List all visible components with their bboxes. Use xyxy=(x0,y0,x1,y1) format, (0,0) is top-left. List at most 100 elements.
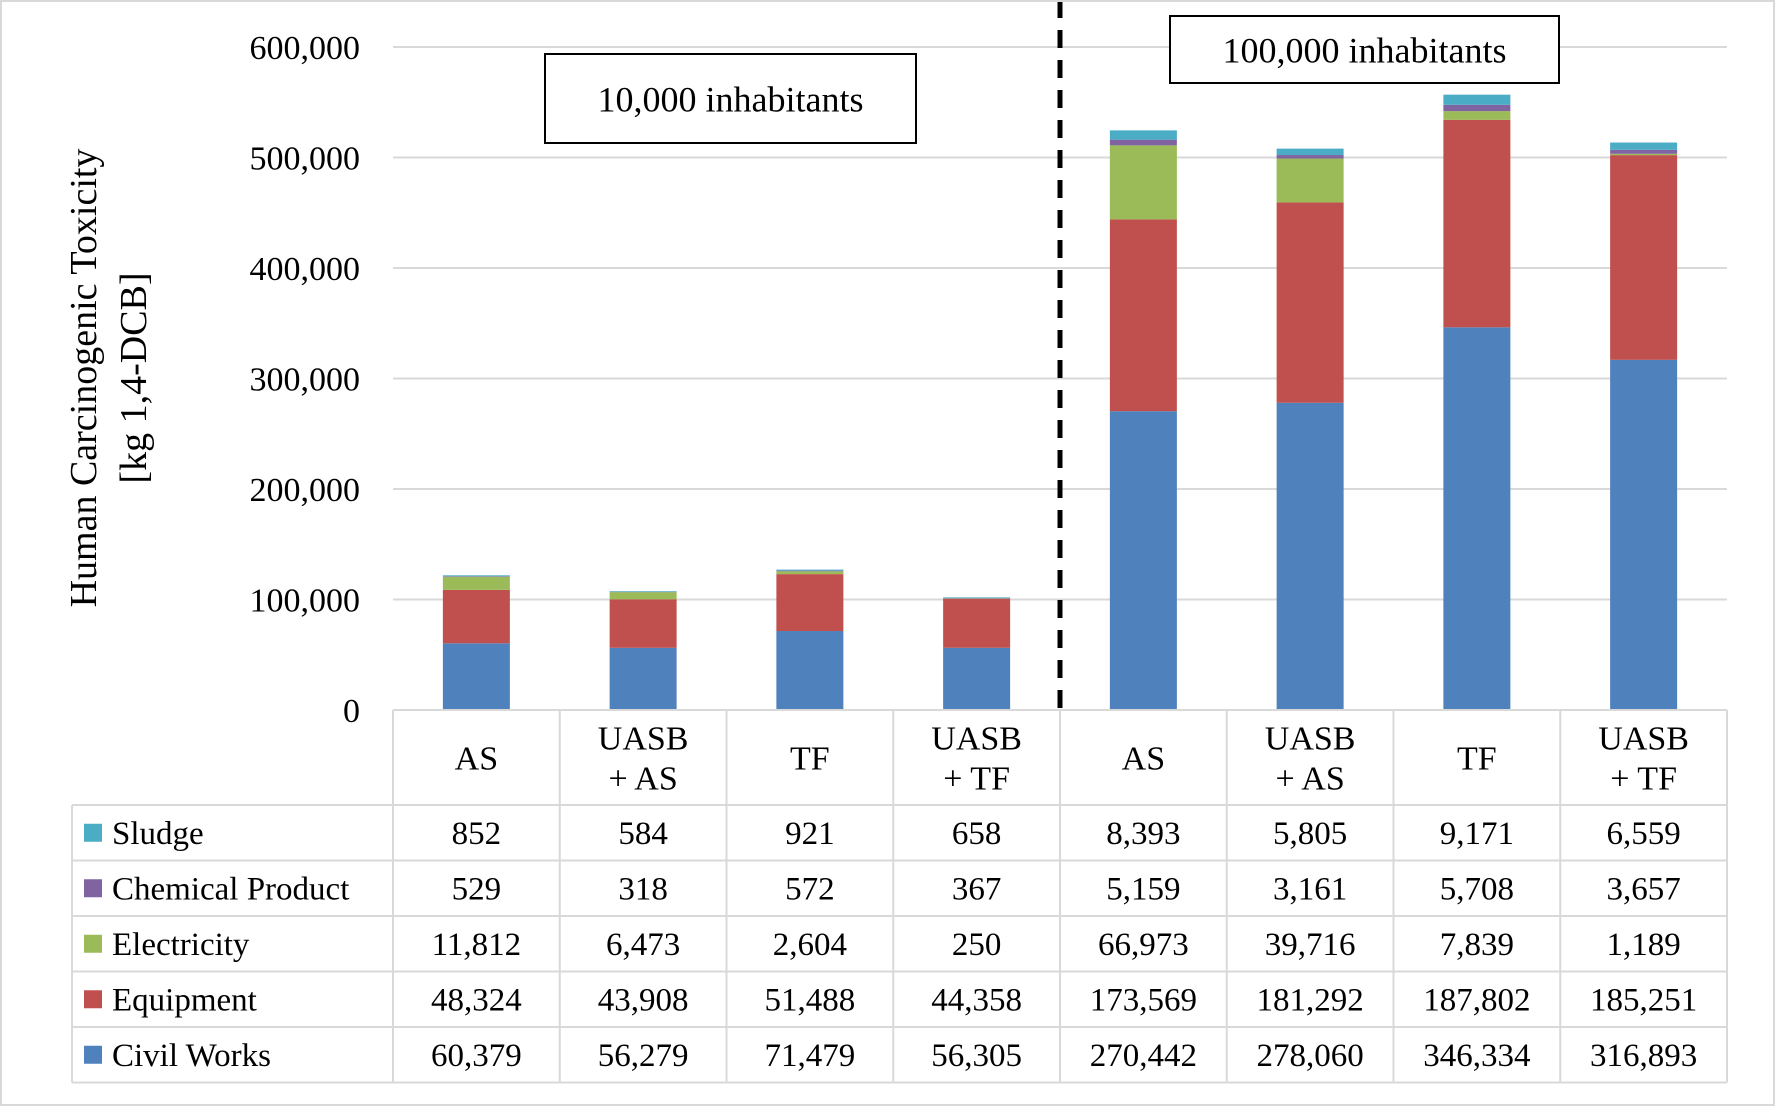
data-label: 66,973 xyxy=(1098,927,1189,963)
group-label-box xyxy=(1169,15,1560,84)
bar-segment-equipment xyxy=(609,599,677,648)
data-label: 3,161 xyxy=(1273,871,1347,907)
data-label: 921 xyxy=(785,816,835,852)
bar-segment-sludge xyxy=(776,569,844,571)
data-label: 51,488 xyxy=(765,982,856,1018)
data-label: 278,060 xyxy=(1257,1038,1364,1074)
bar-segment-equipment xyxy=(943,598,1011,648)
legend-label: Equipment xyxy=(112,982,257,1018)
y-tick-label: 400,000 xyxy=(250,251,361,288)
category-label: TF xyxy=(1457,741,1497,778)
data-label: 3,657 xyxy=(1607,871,1681,907)
data-label: 43,908 xyxy=(598,982,689,1018)
y-axis-title: Human Carcinogenic Toxicity xyxy=(63,149,105,608)
data-label: 250 xyxy=(952,927,1002,963)
bar-segment-civil-works xyxy=(442,643,510,710)
data-label: 270,442 xyxy=(1090,1038,1197,1074)
y-tick-label: 500,000 xyxy=(250,141,361,178)
data-label: 658 xyxy=(952,816,1002,852)
bar-segment-civil-works xyxy=(943,647,1011,710)
bar-segment-civil-works xyxy=(776,631,844,710)
bar-segment-electricity xyxy=(1443,111,1511,120)
legend-key xyxy=(84,823,102,842)
y-tick-label: 200,000 xyxy=(250,472,361,509)
bar-segment-electricity xyxy=(609,592,677,600)
data-label: 187,802 xyxy=(1423,982,1530,1018)
bar-segment-electricity xyxy=(1109,145,1177,220)
data-label: 852 xyxy=(452,816,502,852)
bar-segment-civil-works xyxy=(1610,359,1678,710)
data-label: 584 xyxy=(618,816,668,852)
bar-segment-electricity xyxy=(1610,153,1678,156)
data-label: 316,893 xyxy=(1590,1038,1697,1074)
data-label: 318 xyxy=(618,871,668,907)
bar-segment-equipment xyxy=(1610,155,1678,360)
category-label: UASB xyxy=(598,721,689,758)
data-label: 11,812 xyxy=(432,927,522,963)
bar-segment-equipment xyxy=(442,589,510,644)
data-label: 5,805 xyxy=(1273,816,1347,852)
category-label: AS xyxy=(1122,741,1165,778)
bar-segment-equipment xyxy=(776,574,844,632)
data-label: 56,305 xyxy=(931,1038,1022,1074)
data-label: 181,292 xyxy=(1257,982,1364,1018)
y-axis-unit: [kg 1,4-DCB] xyxy=(113,272,155,483)
bar-segment-civil-works xyxy=(1109,411,1177,710)
y-tick-label: 100,000 xyxy=(250,583,361,620)
data-label: 60,379 xyxy=(431,1038,522,1074)
data-label: 9,171 xyxy=(1440,816,1514,852)
y-tick-label: 0 xyxy=(343,693,360,730)
data-label: 173,569 xyxy=(1090,982,1197,1018)
legend-label: Electricity xyxy=(112,927,250,963)
data-label: 2,604 xyxy=(773,927,847,963)
bar-segment-sludge xyxy=(943,597,1011,599)
data-label: 8,393 xyxy=(1106,816,1180,852)
bar-segment-sludge xyxy=(1443,94,1511,105)
bar-segment-equipment xyxy=(1443,119,1511,328)
data-label: 529 xyxy=(452,871,502,907)
legend-key xyxy=(84,934,102,953)
category-label: UASB xyxy=(1598,721,1689,758)
group-label: 100,000 inhabitants xyxy=(1223,31,1507,71)
data-label: 44,358 xyxy=(931,982,1022,1018)
bar-segment-electricity xyxy=(1276,158,1344,203)
bar-segment-electricity xyxy=(776,571,844,575)
y-tick-label: 600,000 xyxy=(250,30,361,67)
category-label: + TF xyxy=(943,761,1010,798)
bar-segment-sludge xyxy=(442,575,510,577)
bar-segment-chemical-product xyxy=(442,576,510,577)
data-label: 6,473 xyxy=(606,927,680,963)
category-label: AS xyxy=(455,741,498,778)
data-label: 367 xyxy=(952,871,1002,907)
category-label: + AS xyxy=(608,761,677,798)
category-label: UASB xyxy=(1265,721,1356,758)
bar-segment-chemical-product xyxy=(776,570,844,572)
data-label: 7,839 xyxy=(1440,927,1514,963)
bar-segment-civil-works xyxy=(609,647,677,710)
bar-segment-civil-works xyxy=(1276,402,1344,710)
bar-segment-sludge xyxy=(1109,130,1177,140)
data-label: 1,189 xyxy=(1607,927,1681,963)
bar-segment-electricity xyxy=(442,576,510,590)
bar-segment-sludge xyxy=(1610,142,1678,150)
data-label: 6,559 xyxy=(1607,816,1681,852)
data-label: 48,324 xyxy=(431,982,522,1018)
data-label: 39,716 xyxy=(1265,927,1356,963)
legend-key xyxy=(84,990,102,1009)
data-label: 185,251 xyxy=(1590,982,1697,1018)
group-label: 10,000 inhabitants xyxy=(598,80,864,120)
bar-segment-chemical-product xyxy=(1443,104,1511,112)
category-label: + AS xyxy=(1275,761,1344,798)
bar-segment-equipment xyxy=(1276,202,1344,403)
bar-segment-sludge xyxy=(609,591,677,592)
bar-segment-equipment xyxy=(1109,219,1177,412)
legend-label: Sludge xyxy=(112,816,204,852)
bar-segment-chemical-product xyxy=(1109,139,1177,146)
data-label: 5,708 xyxy=(1440,871,1514,907)
data-label: 572 xyxy=(785,871,835,907)
legend-key xyxy=(84,879,102,898)
bar-segment-chemical-product xyxy=(1276,155,1344,159)
